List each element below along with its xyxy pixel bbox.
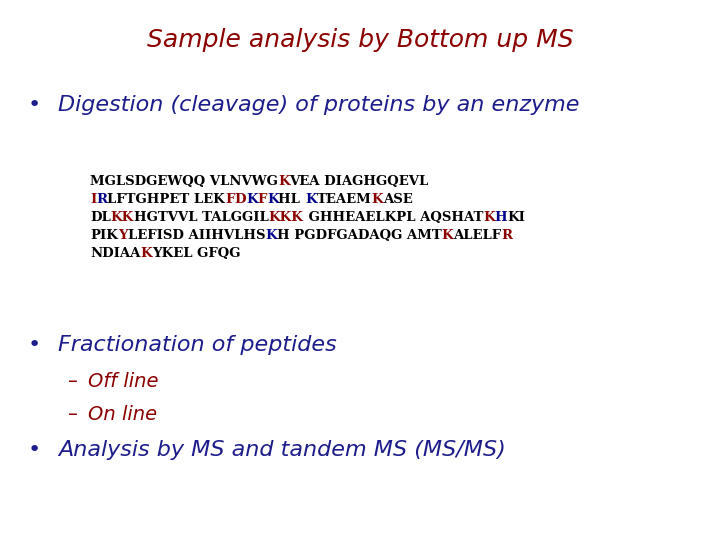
Text: •: • bbox=[28, 335, 41, 355]
Text: PIK: PIK bbox=[90, 229, 118, 242]
Text: DL: DL bbox=[90, 211, 111, 224]
Text: •: • bbox=[28, 95, 41, 115]
Text: K: K bbox=[305, 193, 317, 206]
Text: TEAEM: TEAEM bbox=[317, 193, 372, 206]
Text: Y: Y bbox=[118, 229, 127, 242]
Text: On line: On line bbox=[88, 405, 157, 424]
Text: YKEL GFQG: YKEL GFQG bbox=[152, 247, 240, 260]
Text: K: K bbox=[267, 193, 279, 206]
Text: –: – bbox=[68, 372, 78, 391]
Text: ASE: ASE bbox=[383, 193, 413, 206]
Text: ALELF: ALELF bbox=[453, 229, 501, 242]
Text: H PGDFGADAQG AMT: H PGDFGADAQG AMT bbox=[276, 229, 441, 242]
Text: Fractionation of peptides: Fractionation of peptides bbox=[58, 335, 337, 355]
Text: K: K bbox=[483, 211, 495, 224]
Text: KK: KK bbox=[111, 211, 134, 224]
Text: KI: KI bbox=[508, 211, 525, 224]
Text: D: D bbox=[235, 193, 246, 206]
Text: Sample analysis by Bottom up MS: Sample analysis by Bottom up MS bbox=[147, 28, 573, 52]
Text: LEFISD AIIHVLHS: LEFISD AIIHVLHS bbox=[127, 229, 265, 242]
Text: HL: HL bbox=[279, 193, 305, 206]
Text: K: K bbox=[278, 175, 289, 188]
Text: Analysis by MS and tandem MS (MS/MS): Analysis by MS and tandem MS (MS/MS) bbox=[58, 440, 505, 460]
Text: HGTVVL TALGGIL: HGTVVL TALGGIL bbox=[134, 211, 269, 224]
Text: GHHEAELKPL AQSHAT: GHHEAELKPL AQSHAT bbox=[304, 211, 483, 224]
Text: R: R bbox=[96, 193, 107, 206]
Text: MGLSDGEWQQ VLNVWG: MGLSDGEWQQ VLNVWG bbox=[90, 175, 278, 188]
Text: H: H bbox=[495, 211, 508, 224]
Text: LFTGHPET LEK: LFTGHPET LEK bbox=[107, 193, 225, 206]
Text: VEA DIAGHGQEVL: VEA DIAGHGQEVL bbox=[289, 175, 428, 188]
Text: NDIAA: NDIAA bbox=[90, 247, 140, 260]
Text: F: F bbox=[258, 193, 267, 206]
Text: K: K bbox=[246, 193, 258, 206]
Text: •: • bbox=[28, 440, 41, 460]
Text: R: R bbox=[501, 229, 512, 242]
Text: K: K bbox=[372, 193, 383, 206]
Text: K: K bbox=[140, 247, 152, 260]
Text: F: F bbox=[225, 193, 235, 206]
Text: Off line: Off line bbox=[88, 372, 158, 391]
Text: I: I bbox=[90, 193, 96, 206]
Text: K: K bbox=[441, 229, 453, 242]
Text: –: – bbox=[68, 405, 78, 424]
Text: Digestion (cleavage) of proteins by an enzyme: Digestion (cleavage) of proteins by an e… bbox=[58, 95, 580, 115]
Text: K: K bbox=[265, 229, 276, 242]
Text: KKK: KKK bbox=[269, 211, 304, 224]
